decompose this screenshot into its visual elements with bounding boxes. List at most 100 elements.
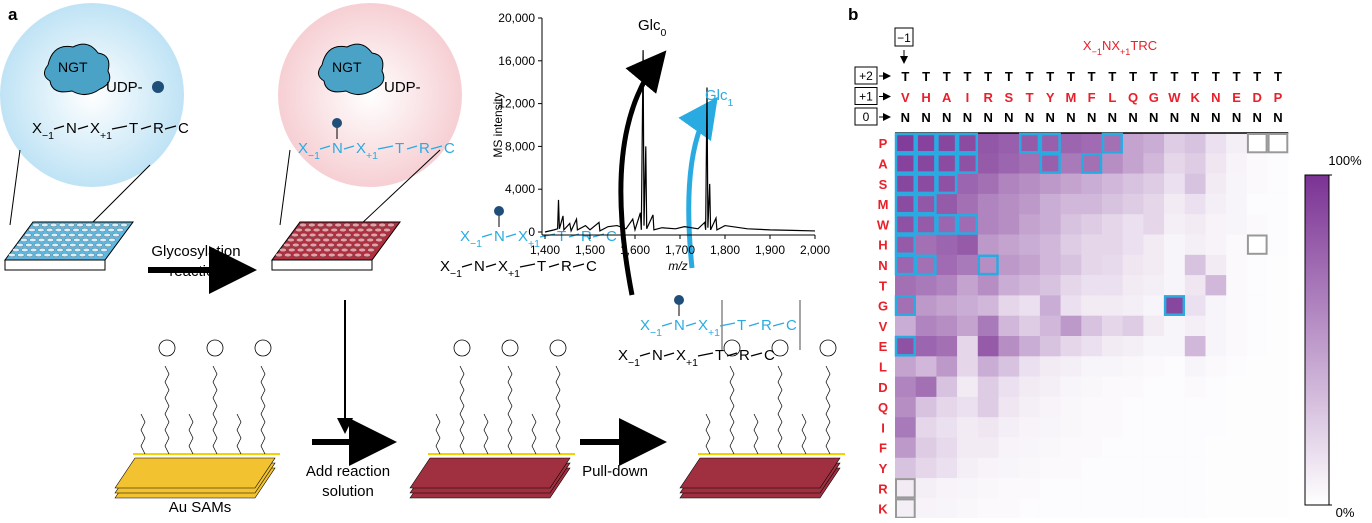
well xyxy=(353,233,360,237)
heatmap-cell xyxy=(978,174,999,195)
heatmap-cell xyxy=(916,356,937,377)
enzyme-label: NGT xyxy=(58,59,88,75)
well xyxy=(13,248,20,252)
colorbar xyxy=(1305,175,1329,505)
well xyxy=(21,238,28,242)
well xyxy=(92,248,99,252)
heatmap-cell xyxy=(957,153,978,174)
heatmap-cell xyxy=(1019,214,1040,235)
well xyxy=(306,248,313,252)
heatmap-cell xyxy=(957,275,978,296)
heatmap-cell xyxy=(978,153,999,174)
heatmap-cell xyxy=(1185,316,1206,337)
residue-main: R xyxy=(561,258,572,275)
well xyxy=(97,253,104,257)
well xyxy=(328,243,335,247)
heatmap-cell xyxy=(978,133,999,154)
heatmap-cell xyxy=(1040,478,1061,499)
heatmap-cell xyxy=(1206,275,1227,296)
well xyxy=(88,253,95,257)
y-category-label: S xyxy=(879,177,888,192)
well xyxy=(39,248,46,252)
heatmap-cell xyxy=(1061,316,1082,337)
heatmap-cell xyxy=(1123,397,1144,418)
residue: T xyxy=(395,140,404,157)
zero-residue: N xyxy=(901,110,910,125)
heatmap-cell xyxy=(1164,397,1185,418)
heatmap-cell xyxy=(1040,255,1061,276)
well xyxy=(318,233,325,237)
well xyxy=(288,238,295,242)
zero-residue: N xyxy=(983,110,992,125)
heatmap-cell xyxy=(999,458,1020,479)
heatmap-cell xyxy=(1019,275,1040,296)
well xyxy=(358,238,365,242)
well xyxy=(9,253,16,257)
zero-residue: N xyxy=(1108,110,1117,125)
well xyxy=(35,253,42,257)
heatmap-cell xyxy=(999,478,1020,499)
sam-chain xyxy=(826,366,830,454)
heatmap-cell xyxy=(1247,498,1268,518)
well xyxy=(350,248,357,252)
heatmap-cell xyxy=(999,255,1020,276)
well xyxy=(77,223,84,227)
well xyxy=(73,228,80,232)
residue-main: X xyxy=(640,317,650,334)
x-category-label: M xyxy=(1066,90,1077,105)
residue: X+1 xyxy=(498,258,520,280)
heatmap-cell xyxy=(1143,153,1164,174)
well xyxy=(375,228,382,232)
heatmap-cell xyxy=(978,438,999,459)
zoom-circle xyxy=(0,3,184,187)
heatmap-cell xyxy=(1226,133,1247,154)
peak-annotation-sub: 1 xyxy=(728,97,734,109)
heatmap-cell xyxy=(1123,458,1144,479)
residue: N xyxy=(474,258,485,275)
heatmap-cell xyxy=(957,356,978,377)
heatmap-cell xyxy=(1268,255,1289,276)
heatmap-cell xyxy=(1143,214,1164,235)
heatmap-cell xyxy=(1143,417,1164,438)
heatmap-cell xyxy=(1247,194,1268,215)
heatmap-cell xyxy=(1061,458,1082,479)
well xyxy=(293,253,300,257)
heatmap-cell xyxy=(978,356,999,377)
well xyxy=(37,228,44,232)
y-axis-label: MS intensity xyxy=(491,92,505,157)
residue-main: T xyxy=(715,347,724,364)
sam-chain xyxy=(460,366,464,454)
heatmap-cell xyxy=(1164,133,1185,154)
heatmap-cell xyxy=(936,255,957,276)
heatmap-cell xyxy=(1247,174,1268,195)
heatmap-cell xyxy=(1164,438,1185,459)
well xyxy=(113,233,120,237)
residue-main: X xyxy=(460,228,470,245)
well xyxy=(317,223,324,227)
sam-chain xyxy=(556,366,560,454)
zero-residue: N xyxy=(963,110,972,125)
heatmap-cell xyxy=(895,316,916,337)
heatmap-cell xyxy=(1143,235,1164,256)
heatmap-cell xyxy=(1123,498,1144,518)
heatmap-cell xyxy=(895,214,916,235)
well xyxy=(96,243,103,247)
heatmap-cell xyxy=(1061,377,1082,398)
well xyxy=(68,223,75,227)
heatmap-cell xyxy=(1206,397,1227,418)
heatmap-cell xyxy=(978,336,999,357)
heatmap-cell xyxy=(1247,417,1268,438)
well xyxy=(319,243,326,247)
maleimide xyxy=(454,340,470,356)
plus2-residue: T xyxy=(1191,69,1199,84)
heatmap-cell xyxy=(895,397,916,418)
residue: C xyxy=(586,258,597,275)
panel-label: a xyxy=(8,5,18,24)
well xyxy=(311,253,318,257)
heatmap-cell xyxy=(1206,336,1227,357)
well xyxy=(65,238,72,242)
well xyxy=(100,238,107,242)
residue-main: C xyxy=(606,228,617,245)
heatmap-cell xyxy=(1164,498,1185,518)
heatmap-cell xyxy=(1143,478,1164,499)
